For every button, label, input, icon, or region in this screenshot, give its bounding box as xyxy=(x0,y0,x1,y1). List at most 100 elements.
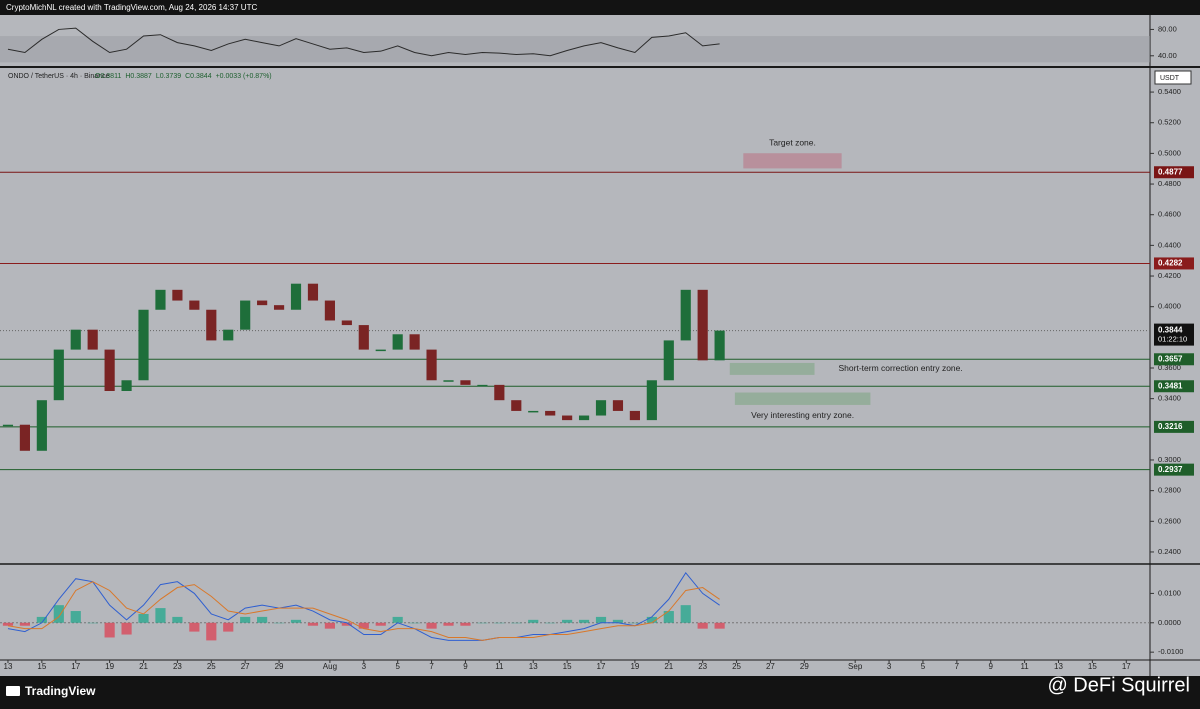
candle-body xyxy=(104,349,115,391)
x-tick-label: 21 xyxy=(139,662,148,671)
candle-body xyxy=(646,380,657,421)
candle-body xyxy=(409,334,420,350)
histogram-bar xyxy=(2,622,14,626)
histogram-bar xyxy=(307,622,319,626)
histogram-bar xyxy=(443,622,454,626)
histogram-bar xyxy=(545,622,556,624)
histogram-bar xyxy=(70,611,81,623)
histogram-bar xyxy=(206,622,217,641)
x-tick-label: 29 xyxy=(800,662,809,671)
x-tick-label: 19 xyxy=(105,662,114,671)
x-tick-label: 17 xyxy=(597,662,606,671)
level-label: 0.2937 xyxy=(1158,465,1183,474)
level-label: 0.3216 xyxy=(1158,422,1183,431)
y-tick-label: 0.3000 xyxy=(1158,455,1181,464)
histogram-bar xyxy=(646,616,657,623)
histogram-bar xyxy=(409,622,420,624)
chart-background xyxy=(0,15,1200,676)
y-tick-label: 0.5000 xyxy=(1158,148,1181,157)
histogram-bar xyxy=(19,622,30,626)
candle-body xyxy=(511,400,522,411)
currency: USDT xyxy=(1160,75,1180,82)
candle-body xyxy=(189,300,200,310)
zone xyxy=(743,153,842,169)
level-label-box xyxy=(1154,380,1194,393)
y-tick-label: 0.2400 xyxy=(1158,547,1181,556)
y-tick-label: 0.4800 xyxy=(1158,179,1181,188)
y-tick-label: 0.2800 xyxy=(1158,486,1181,495)
candle-body xyxy=(341,320,352,326)
level-label: 0.4282 xyxy=(1158,259,1183,268)
x-tick-label: 13 xyxy=(1054,662,1063,671)
candle-body xyxy=(290,283,302,310)
x-tick-label: 3 xyxy=(362,662,367,671)
zone-label: Target zone. xyxy=(769,137,816,147)
x-tick-label: 15 xyxy=(563,662,572,671)
x-tick-label: 15 xyxy=(1088,662,1097,671)
x-tick-label: 9 xyxy=(463,662,468,671)
x-tick-label: 11 xyxy=(1020,662,1029,671)
x-tick-label: 5 xyxy=(921,662,926,671)
candle-body xyxy=(70,329,81,350)
candle-body xyxy=(172,289,183,301)
level-label: 0.4877 xyxy=(1158,167,1183,176)
candle-body xyxy=(240,300,251,330)
candle-body xyxy=(307,283,319,301)
candle-body xyxy=(36,400,47,451)
footer-logo xyxy=(6,686,20,696)
candle-body xyxy=(528,410,539,413)
countdown: 01:22:10 xyxy=(1158,335,1187,344)
candle-body xyxy=(358,325,369,350)
x-tick-label: 19 xyxy=(630,662,639,671)
candle-body xyxy=(223,329,234,341)
candle-body xyxy=(680,289,691,341)
histogram-bar xyxy=(578,619,590,623)
symbol-title: ONDO / TetherUS · 4h · Binance xyxy=(8,73,110,80)
quote-label: L0.3739 xyxy=(156,73,181,80)
candle-body xyxy=(392,334,403,350)
candle-body xyxy=(273,305,285,310)
x-tick-label: 27 xyxy=(241,662,250,671)
level-label-box xyxy=(1154,463,1194,476)
x-tick-label: 25 xyxy=(207,662,216,671)
candle-body xyxy=(375,349,386,352)
candle-body xyxy=(612,400,624,411)
histogram-bar xyxy=(663,611,674,623)
candle-body xyxy=(2,424,14,427)
zone xyxy=(729,362,815,375)
x-tick-label: 23 xyxy=(173,662,182,671)
level-label-box xyxy=(1154,257,1194,270)
y-tick-label: 0.5400 xyxy=(1158,87,1181,96)
candle-body xyxy=(206,309,217,341)
histogram-bar xyxy=(341,622,352,626)
quote-label: H0.3887 xyxy=(125,73,152,80)
y-tick-label: 0.2600 xyxy=(1158,516,1181,525)
rsi-line xyxy=(7,27,720,57)
macd-line xyxy=(7,571,720,641)
level-label-box xyxy=(1154,420,1194,433)
x-tick-label: 23 xyxy=(698,662,707,671)
candle-body xyxy=(663,340,674,381)
level-label-box xyxy=(1154,353,1194,366)
candle-body xyxy=(443,380,454,382)
candle-body xyxy=(714,330,725,361)
watermark: @ DeFi Squirrel xyxy=(1047,674,1190,696)
x-tick-label: 15 xyxy=(37,662,46,671)
candle-body xyxy=(460,380,471,385)
histogram-bar xyxy=(528,619,539,623)
brand: TradingView xyxy=(25,684,96,698)
histogram-bar xyxy=(172,616,183,623)
histogram-bar xyxy=(477,622,488,624)
histogram-bar xyxy=(511,622,522,624)
histogram-bar xyxy=(155,608,166,623)
y-tick-label: 0.4200 xyxy=(1158,271,1181,280)
x-tick-label: 9 xyxy=(988,662,993,671)
histogram-bar xyxy=(138,613,149,623)
candle-body xyxy=(494,384,505,401)
y-tick-label: 0.0000 xyxy=(1158,618,1181,627)
candle-body xyxy=(121,380,132,391)
level-label: 0.3657 xyxy=(1158,354,1183,363)
histogram-bar xyxy=(680,605,691,623)
candle-body xyxy=(19,424,30,451)
y-tick-label: 80.00 xyxy=(1158,24,1177,33)
